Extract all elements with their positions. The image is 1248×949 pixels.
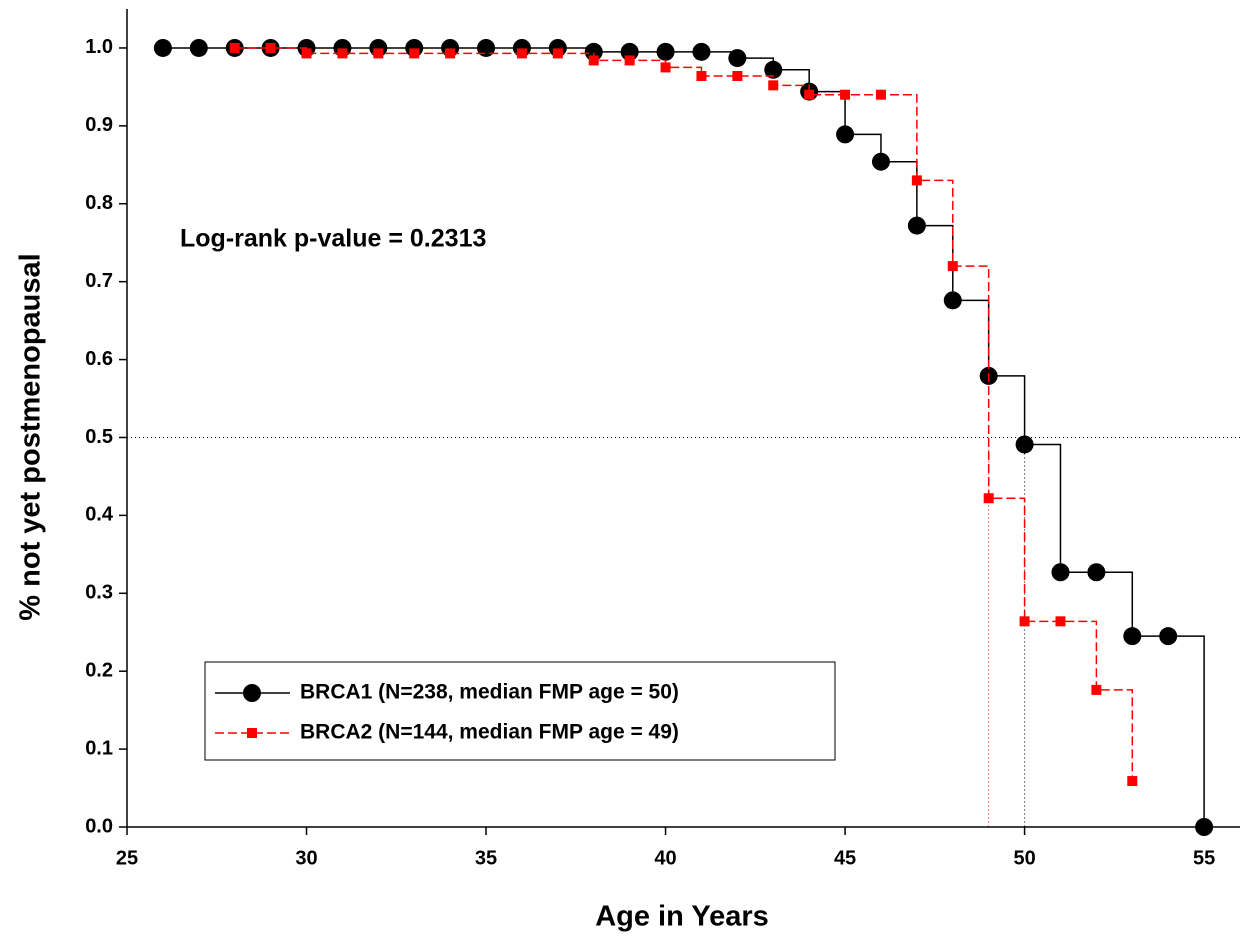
data-point	[1127, 776, 1138, 787]
data-point	[836, 125, 855, 144]
y-tick-label: 0.1	[85, 737, 113, 759]
data-point	[552, 48, 563, 59]
data-point	[1123, 627, 1142, 646]
data-point	[1015, 435, 1034, 454]
x-tick-label: 25	[116, 847, 138, 869]
y-tick-label: 0.0	[85, 815, 113, 837]
data-point	[911, 175, 922, 186]
data-point	[189, 38, 208, 57]
data-point	[696, 70, 707, 81]
data-point	[1091, 684, 1102, 695]
data-point	[1195, 818, 1214, 836]
y-tick-label: 0.6	[85, 348, 113, 370]
data-point	[229, 42, 240, 53]
data-point	[1159, 627, 1178, 646]
x-tick-label: 50	[1013, 847, 1035, 869]
data-point	[660, 62, 671, 73]
legend-label: BRCA2 (N=144, median FMP age = 49)	[300, 721, 679, 744]
legend-box	[204, 661, 836, 761]
data-point	[445, 48, 456, 59]
y-tick-label: 0.7	[85, 270, 113, 292]
data-point	[588, 55, 599, 66]
data-point	[373, 48, 384, 59]
annotation: Log-rank p-value = 0.2313	[180, 225, 486, 253]
data-point	[301, 48, 312, 59]
data-point	[907, 216, 926, 235]
data-point	[764, 60, 783, 79]
data-point	[768, 80, 779, 91]
y-tick-label: 0.3	[85, 582, 113, 604]
data-point	[624, 55, 635, 66]
data-point	[656, 42, 675, 61]
data-point	[947, 261, 958, 272]
data-point	[692, 42, 711, 61]
data-point	[871, 152, 890, 171]
data-point	[1087, 563, 1106, 582]
data-point	[516, 48, 527, 59]
data-point	[875, 89, 886, 100]
data-point	[477, 38, 496, 57]
y-axis-title: % not yet postmenopausal	[15, 253, 47, 620]
data-point	[1051, 563, 1070, 582]
data-point	[983, 493, 994, 504]
x-tick-label: 45	[834, 847, 856, 869]
data-point	[943, 291, 962, 310]
data-point	[409, 48, 420, 59]
data-point	[265, 42, 276, 53]
data-point	[732, 70, 743, 81]
x-tick-label: 30	[295, 847, 317, 869]
x-tick-label: 55	[1193, 847, 1215, 869]
x-tick-label: 35	[475, 847, 497, 869]
x-tick-label: 40	[654, 847, 676, 869]
data-point	[1019, 616, 1030, 627]
y-tick-label: 0.2	[85, 659, 113, 681]
legend-marker	[247, 728, 257, 738]
data-point	[337, 48, 348, 59]
x-axis-title: Age in Years	[595, 901, 769, 933]
y-tick-label: 0.8	[85, 192, 113, 214]
y-tick-label: 0.4	[85, 504, 114, 526]
data-point	[840, 89, 851, 100]
legend-marker	[243, 684, 261, 702]
y-tick-label: 1.0	[85, 36, 113, 58]
data-point	[1055, 616, 1066, 627]
legend-label: BRCA1 (N=238, median FMP age = 50)	[300, 681, 679, 704]
data-point	[728, 49, 747, 68]
data-point	[153, 38, 172, 57]
y-tick-label: 0.9	[85, 114, 113, 136]
y-tick-label: 0.5	[85, 426, 113, 448]
data-point	[804, 89, 815, 100]
